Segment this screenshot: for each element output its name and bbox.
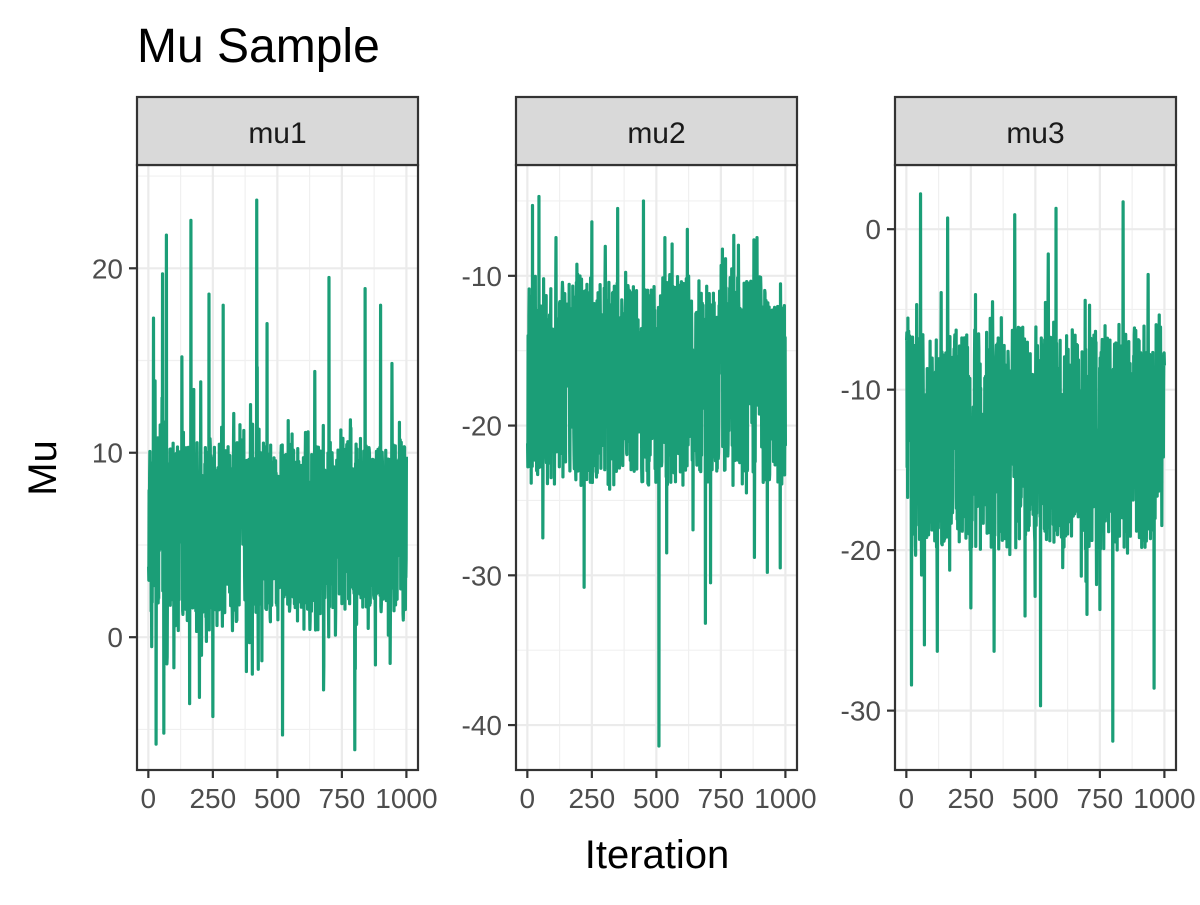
y-tick-label: -30	[841, 696, 881, 727]
y-tick-label: -20	[462, 411, 502, 442]
x-tick-label: 500	[1012, 783, 1059, 814]
x-axis-label: Iteration	[585, 833, 730, 877]
y-axis-label: Mu	[21, 440, 65, 496]
y-tick-label: -10	[462, 261, 502, 292]
x-tick-label: 0	[520, 783, 536, 814]
facet-strip-label: mu2	[627, 117, 685, 150]
x-tick-label: 250	[947, 783, 994, 814]
x-tick-label: 1000	[754, 783, 816, 814]
x-tick-label: 750	[319, 783, 366, 814]
y-tick-label: -10	[841, 375, 881, 406]
facet-panels: mu1 0 10 20 0 250 500 750 1000 mu2 -40 -30 -20 -10 0 25…	[92, 95, 1196, 814]
y-tick-label: 0	[107, 622, 123, 653]
x-tick-label: 750	[698, 783, 745, 814]
x-tick-label: 0	[141, 783, 157, 814]
chart-title: Mu Sample	[137, 20, 380, 73]
y-tick-label: 20	[92, 253, 123, 284]
series-line-mu2	[526, 194, 787, 748]
series-line-mu1	[147, 198, 408, 752]
x-tick-label: 1000	[375, 783, 437, 814]
series-line-mu3	[905, 192, 1166, 743]
x-tick-label: 750	[1077, 783, 1124, 814]
x-tick-label: 500	[254, 783, 301, 814]
y-tick-label: 10	[92, 438, 123, 469]
x-tick-label: 250	[568, 783, 615, 814]
facet-strip	[514, 95, 799, 167]
y-tick-label: -20	[841, 535, 881, 566]
y-tick-label: 0	[865, 214, 881, 245]
facet-panel-mu1: mu1 0 10 20 0 250 500 750 1000	[92, 95, 438, 814]
facet-panel-mu3: mu3 -30 -20 -10 0 0 250 500 750 1000	[841, 95, 1196, 814]
facet-panel-mu2: mu2 -40 -30 -20 -10 0 250 500 750 1000	[462, 95, 817, 814]
facet-strip-label: mu1	[248, 117, 306, 150]
y-tick-label: -30	[462, 560, 502, 591]
facet-strip	[893, 95, 1178, 167]
x-tick-label: 500	[633, 783, 680, 814]
y-tick-label: -40	[462, 710, 502, 741]
x-tick-label: 250	[189, 783, 236, 814]
facet-strip	[135, 95, 420, 167]
facet-strip-label: mu3	[1006, 117, 1064, 150]
x-tick-label: 1000	[1133, 783, 1195, 814]
x-tick-label: 0	[899, 783, 915, 814]
